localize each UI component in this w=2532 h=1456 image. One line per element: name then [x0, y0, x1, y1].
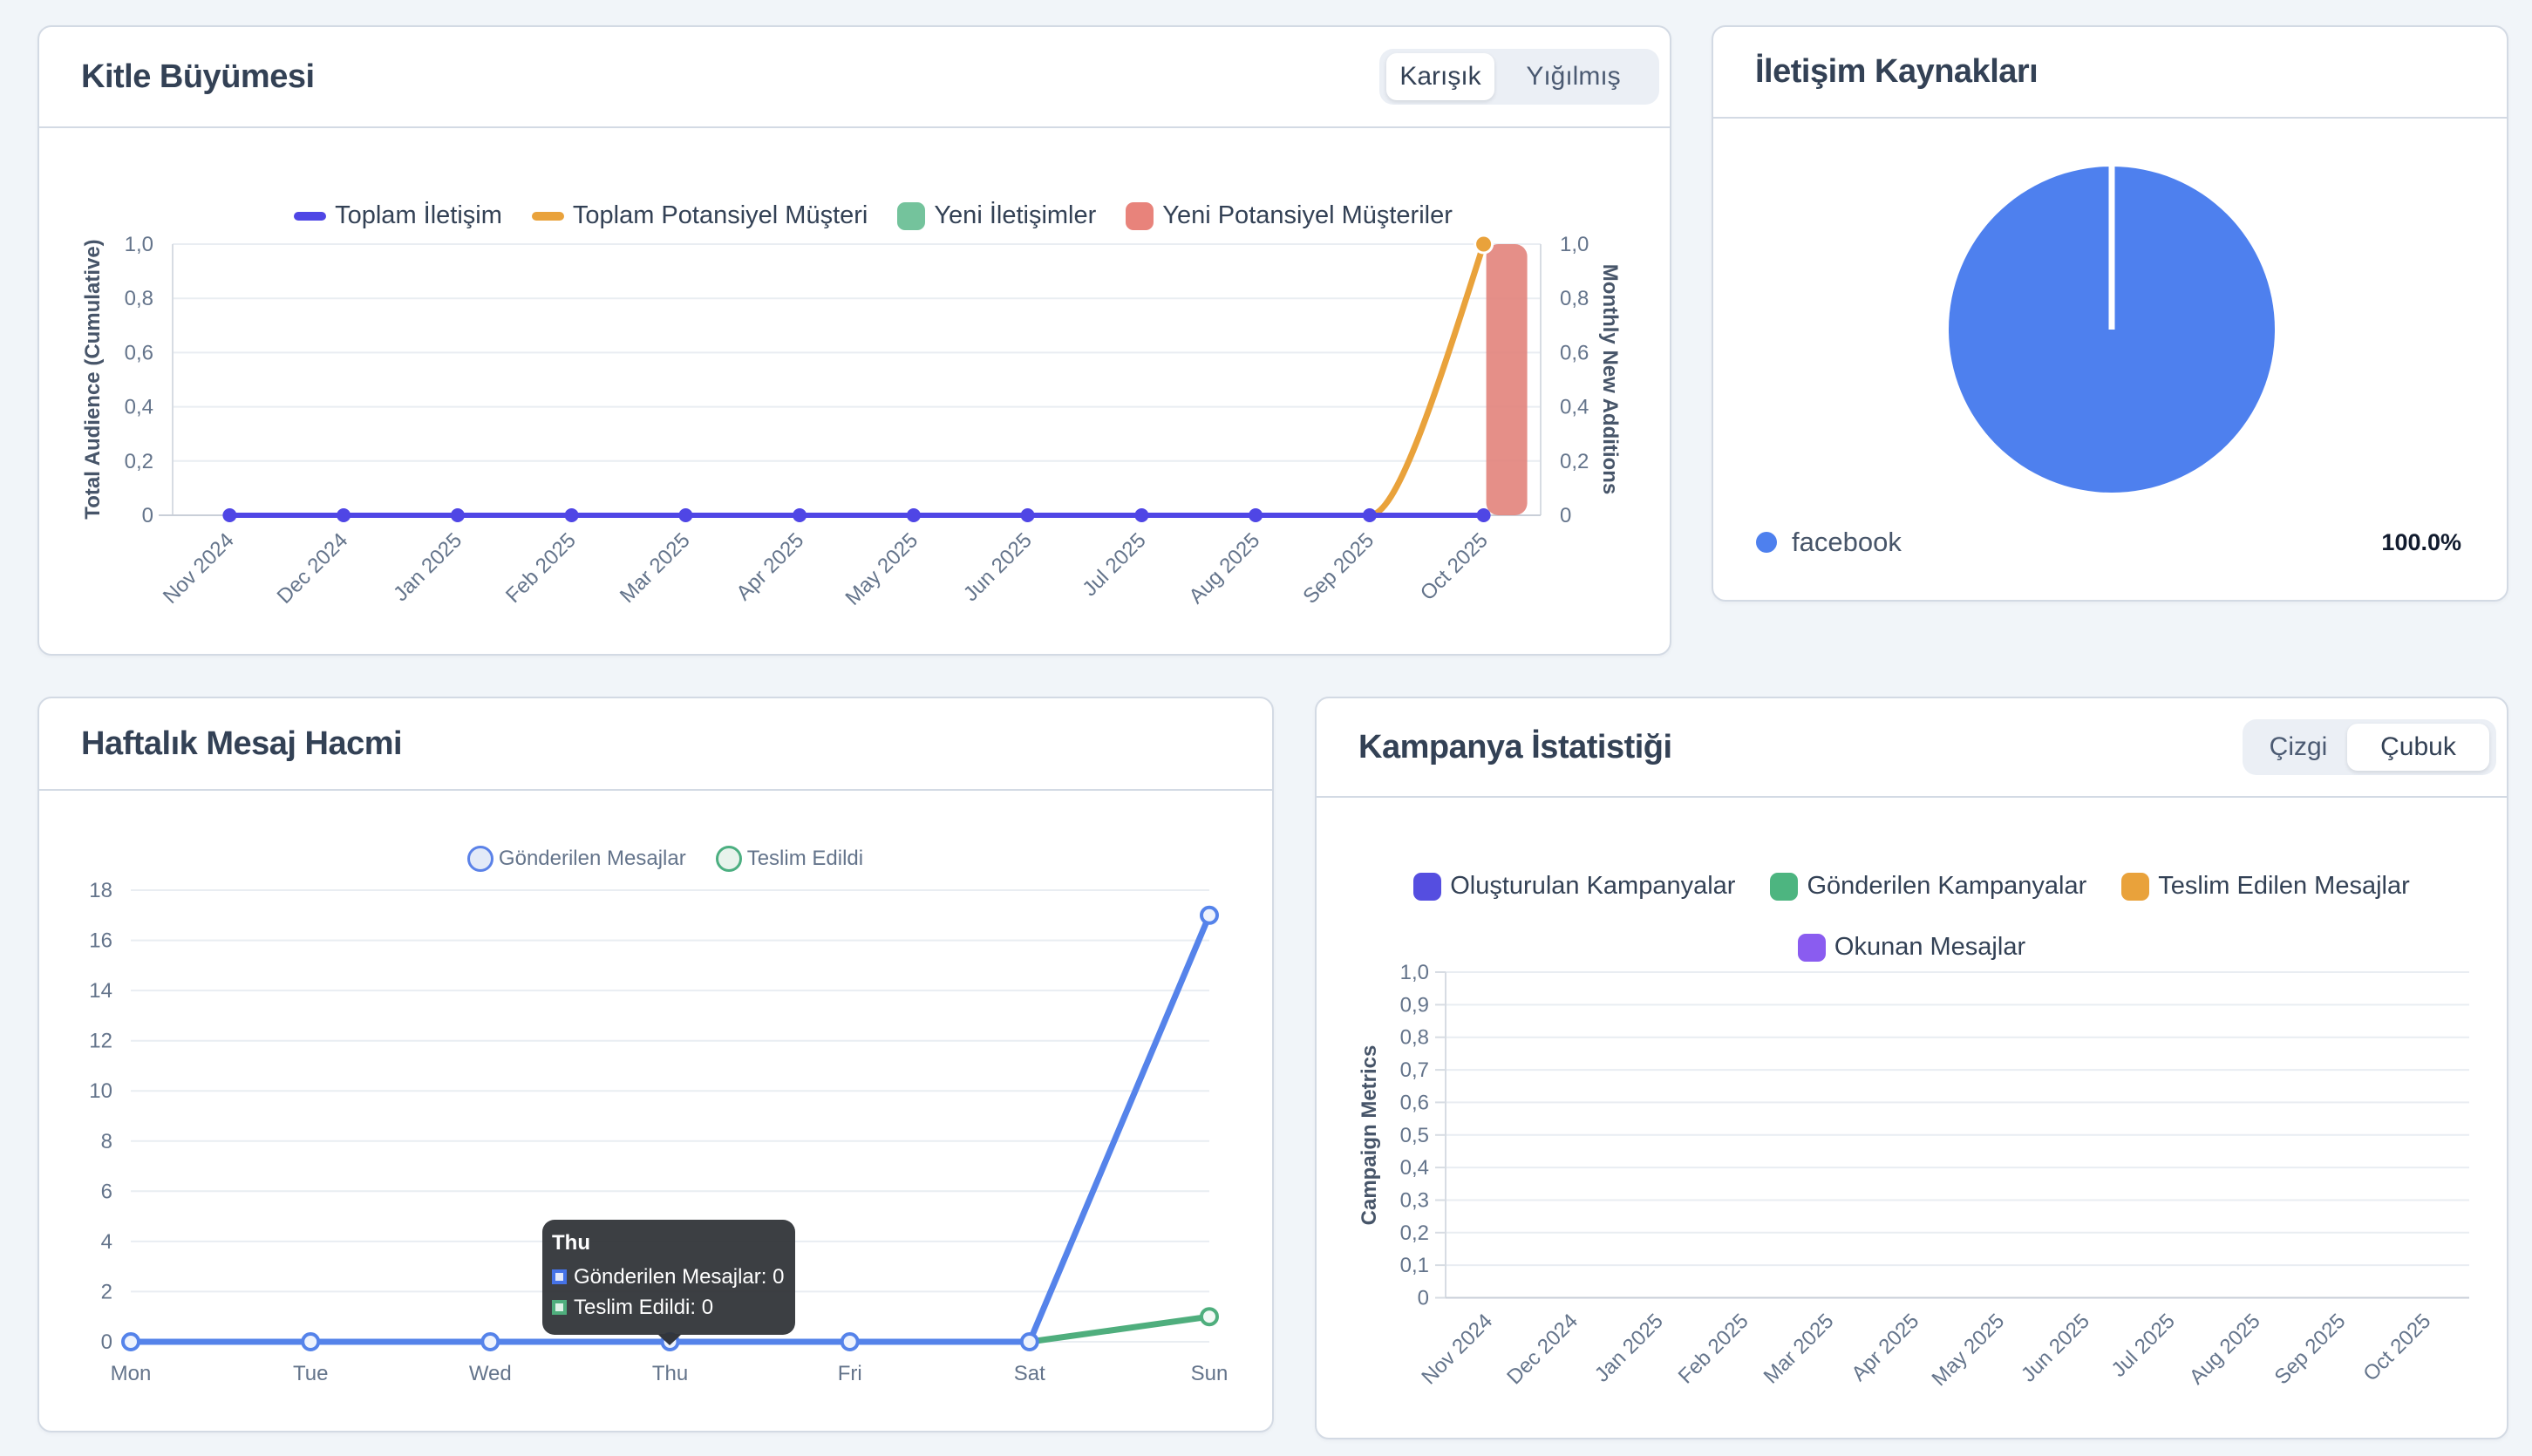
- svg-text:2: 2: [101, 1280, 112, 1303]
- svg-text:8: 8: [101, 1130, 112, 1153]
- svg-text:Sep 2025: Sep 2025: [1298, 528, 1378, 609]
- svg-text:Oct 2025: Oct 2025: [1416, 528, 1493, 605]
- svg-text:0,5: 0,5: [1400, 1124, 1429, 1147]
- svg-text:Jun 2025: Jun 2025: [959, 528, 1037, 606]
- svg-text:Jul 2025: Jul 2025: [2107, 1310, 2180, 1382]
- svg-text:0,6: 0,6: [125, 341, 153, 364]
- svg-text:Jan 2025: Jan 2025: [389, 528, 466, 606]
- svg-text:0,1: 0,1: [1400, 1254, 1429, 1277]
- svg-text:Sep 2025: Sep 2025: [2270, 1310, 2351, 1390]
- svg-text:0,4: 0,4: [1400, 1156, 1429, 1180]
- svg-text:0,8: 0,8: [1560, 287, 1589, 310]
- svg-text:12: 12: [89, 1030, 112, 1053]
- svg-text:0,3: 0,3: [1400, 1189, 1429, 1213]
- svg-text:Thu: Thu: [652, 1362, 688, 1385]
- svg-text:Nov 2024: Nov 2024: [1417, 1310, 1497, 1390]
- svg-text:6: 6: [101, 1180, 112, 1203]
- svg-text:Campaign Metrics: Campaign Metrics: [1358, 1045, 1381, 1226]
- svg-text:1,0: 1,0: [1400, 961, 1429, 984]
- svg-text:0,8: 0,8: [1400, 1026, 1429, 1050]
- svg-text:1,0: 1,0: [1560, 233, 1589, 256]
- svg-text:Jul 2025: Jul 2025: [1078, 528, 1150, 601]
- svg-text:Total Audience (Cumulative): Total Audience (Cumulative): [81, 239, 105, 519]
- svg-text:Mar 2025: Mar 2025: [1759, 1310, 1839, 1389]
- svg-text:0,9: 0,9: [1400, 993, 1429, 1017]
- svg-text:Fri: Fri: [838, 1362, 862, 1385]
- svg-text:May 2025: May 2025: [841, 528, 923, 610]
- svg-text:Feb 2025: Feb 2025: [1674, 1310, 1753, 1389]
- svg-text:0,2: 0,2: [1400, 1221, 1429, 1245]
- svg-text:18: 18: [89, 879, 112, 902]
- svg-text:Nov 2024: Nov 2024: [159, 528, 239, 609]
- svg-text:10: 10: [89, 1079, 112, 1103]
- svg-text:Sun: Sun: [1191, 1362, 1229, 1385]
- svg-text:Sat: Sat: [1014, 1362, 1045, 1385]
- svg-text:Feb 2025: Feb 2025: [501, 528, 581, 608]
- svg-text:Tue: Tue: [293, 1362, 328, 1385]
- svg-text:0: 0: [142, 504, 153, 527]
- svg-text:0,6: 0,6: [1560, 341, 1589, 364]
- svg-text:0,4: 0,4: [125, 396, 153, 419]
- svg-text:Jun 2025: Jun 2025: [2017, 1310, 2094, 1387]
- svg-text:0,6: 0,6: [1400, 1091, 1429, 1114]
- svg-text:Mon: Mon: [111, 1362, 152, 1385]
- svg-text:14: 14: [89, 979, 112, 1003]
- svg-text:0,4: 0,4: [1560, 396, 1589, 419]
- svg-text:0: 0: [101, 1330, 112, 1354]
- svg-text:Jan 2025: Jan 2025: [1590, 1310, 1668, 1387]
- svg-text:Oct 2025: Oct 2025: [2358, 1310, 2435, 1386]
- svg-text:16: 16: [89, 929, 112, 953]
- svg-text:Dec 2024: Dec 2024: [273, 528, 353, 609]
- svg-text:Monthly New Additions: Monthly New Additions: [1598, 264, 1622, 494]
- svg-text:0: 0: [1560, 504, 1571, 527]
- svg-text:Apr 2025: Apr 2025: [732, 528, 808, 605]
- svg-text:0,8: 0,8: [125, 287, 153, 310]
- svg-text:4: 4: [101, 1230, 112, 1254]
- svg-text:Wed: Wed: [469, 1362, 512, 1385]
- svg-text:May 2025: May 2025: [1928, 1310, 2010, 1391]
- svg-text:Mar 2025: Mar 2025: [616, 528, 695, 608]
- svg-text:Aug 2025: Aug 2025: [2185, 1310, 2265, 1390]
- svg-text:Aug 2025: Aug 2025: [1185, 528, 1265, 609]
- svg-text:Apr 2025: Apr 2025: [1847, 1310, 1923, 1386]
- svg-text:Dec 2024: Dec 2024: [1502, 1310, 1582, 1390]
- svg-text:0,2: 0,2: [125, 450, 153, 473]
- svg-text:0,2: 0,2: [1560, 450, 1589, 473]
- svg-text:0: 0: [1418, 1287, 1429, 1310]
- svg-text:0,7: 0,7: [1400, 1058, 1429, 1082]
- svg-text:1,0: 1,0: [125, 233, 153, 256]
